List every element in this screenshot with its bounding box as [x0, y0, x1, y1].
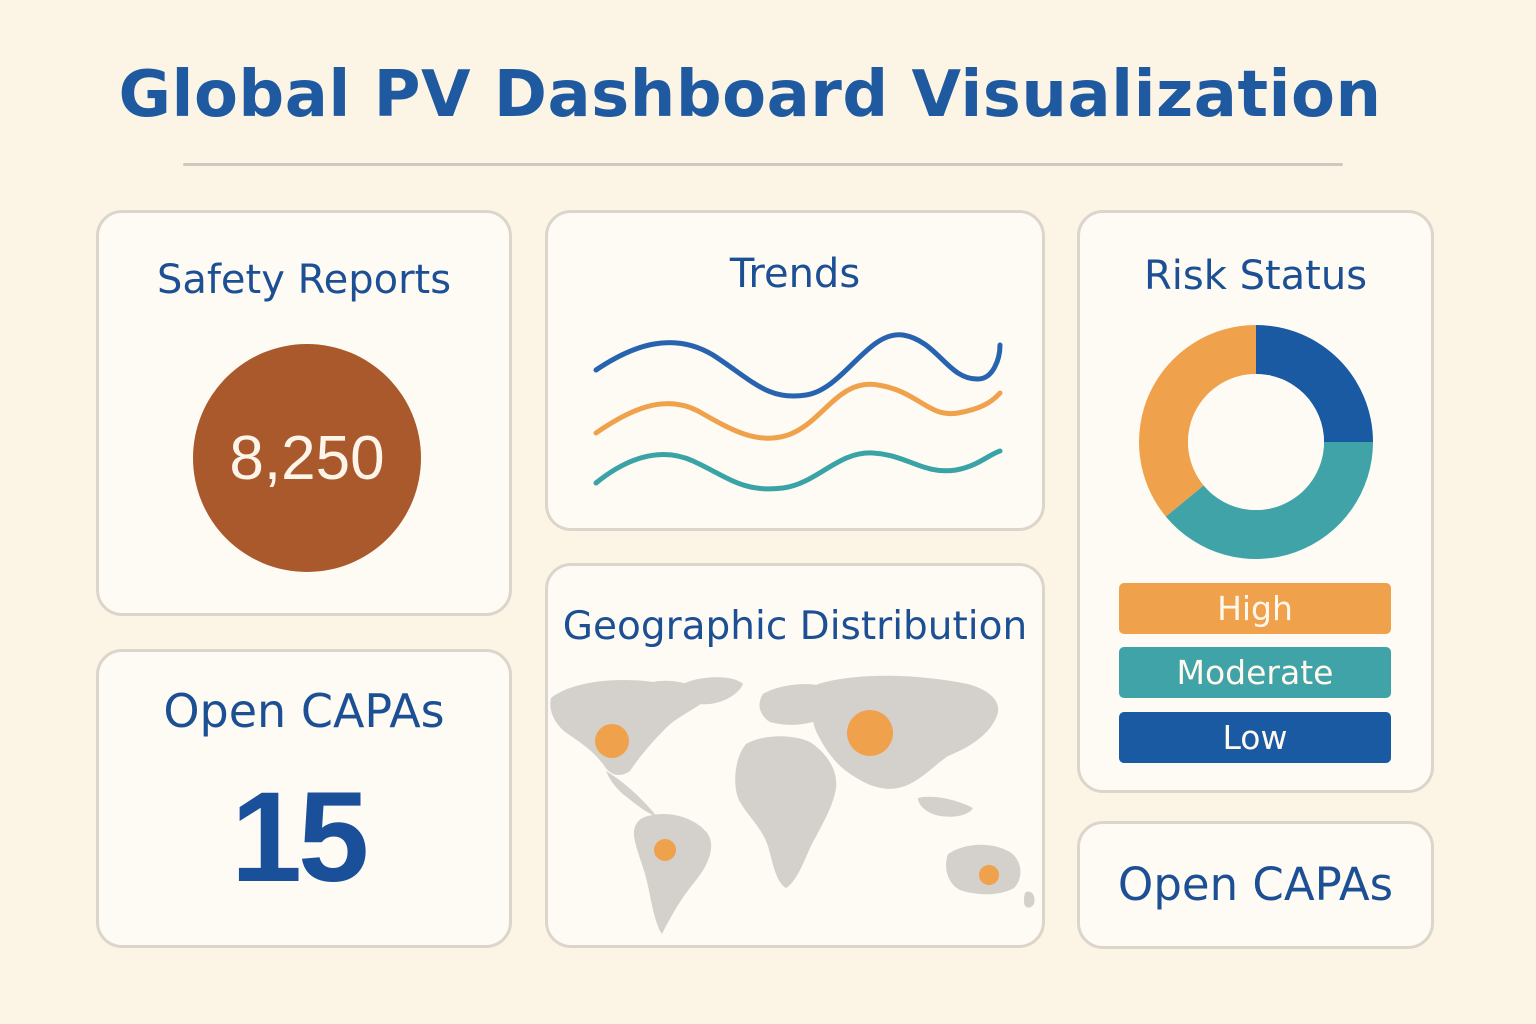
central-america-shape — [606, 771, 656, 816]
trend-line-orange — [593, 381, 1003, 441]
open-capas-title: Open CAPAs — [163, 684, 445, 738]
risk-low-label[interactable]: Low — [1119, 712, 1391, 763]
geographic-distribution-card[interactable]: Geographic Distribution — [545, 563, 1045, 948]
page-title: Global PV Dashboard Visualization — [118, 58, 1382, 132]
open-capas-count: 15 — [230, 766, 369, 909]
donut-segment-moderate[interactable] — [1165, 442, 1373, 559]
map-marker-south-america[interactable] — [654, 839, 676, 861]
map-marker-australia[interactable] — [979, 865, 999, 885]
trends-title: Trends — [729, 251, 861, 297]
safety-reports-count: 8,250 — [229, 423, 385, 493]
asia-shape — [811, 675, 999, 789]
trend-line-blue — [593, 332, 1003, 399]
risk-status-title: Risk Status — [1143, 253, 1368, 299]
africa-shape — [735, 736, 837, 888]
trend-line-teal — [593, 448, 1003, 492]
map-marker-north-america[interactable] — [595, 724, 629, 758]
south-america-shape — [633, 814, 712, 934]
geographic-distribution-title: Geographic Distribution — [562, 604, 1028, 649]
map-marker-asia[interactable] — [847, 710, 893, 756]
open-capas-secondary-card[interactable]: Open CAPAs — [1077, 821, 1434, 949]
north-america-shape — [550, 679, 708, 776]
world-map — [550, 675, 1035, 934]
title-divider — [183, 163, 1343, 166]
trends-card[interactable]: Trends — [545, 210, 1045, 531]
donut-segment-low[interactable] — [1256, 325, 1373, 442]
new-zealand-shape — [1024, 891, 1035, 908]
risk-status-card[interactable]: Risk Status High Moderate Low — [1077, 210, 1434, 793]
donut-segment-high[interactable] — [1139, 325, 1256, 517]
greenland-shape — [682, 677, 743, 705]
open-capas-secondary-title: Open CAPAs — [1117, 858, 1394, 911]
safety-reports-count-circle: 8,250 — [193, 344, 421, 572]
risk-moderate-label[interactable]: Moderate — [1119, 647, 1391, 698]
southeast-asia-shape — [918, 796, 973, 817]
donut-hole — [1188, 374, 1324, 510]
open-capas-card[interactable]: Open CAPAs 15 — [96, 649, 512, 948]
risk-status-donut-chart — [1139, 325, 1373, 559]
risk-high-label[interactable]: High — [1119, 583, 1391, 634]
safety-reports-title: Safety Reports — [156, 257, 452, 303]
safety-reports-card[interactable]: Safety Reports 8,250 — [96, 210, 512, 616]
trends-chart — [593, 332, 1003, 492]
